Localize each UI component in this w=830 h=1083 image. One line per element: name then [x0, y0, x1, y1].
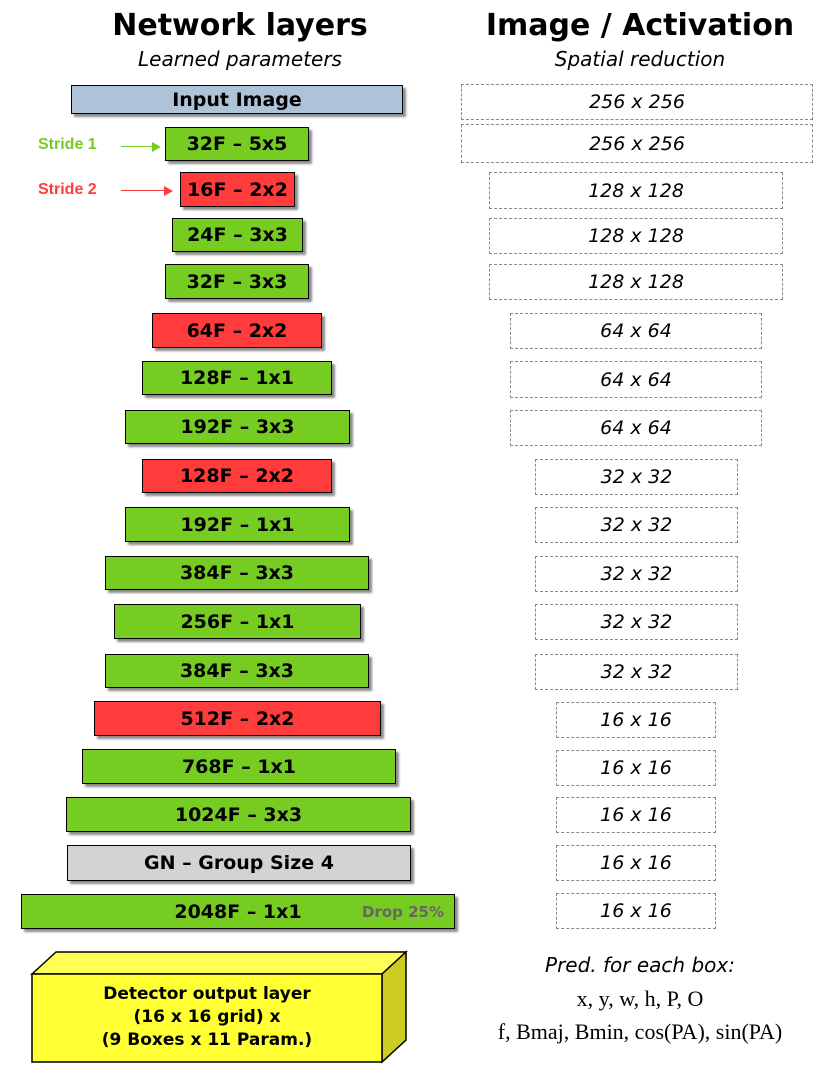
- activation-box: 128 x 128: [489, 218, 783, 254]
- layer-label: 16F – 2x2: [187, 178, 288, 201]
- activation-box: 32 x 32: [535, 556, 738, 592]
- layer-label: 64F – 2x2: [186, 319, 288, 342]
- layer-label: 24F – 3x3: [187, 224, 288, 246]
- detector-box-shape: [30, 950, 408, 1064]
- layer-label: 2048F – 1x1: [174, 900, 302, 923]
- network-layers-title: Network layers: [112, 8, 368, 43]
- activation-subtitle: Spatial reduction: [554, 47, 726, 71]
- layer-label: 512F – 2x2: [180, 707, 295, 730]
- detector-line-1: Detector output layer: [103, 983, 311, 1004]
- activation-box: 128 x 128: [489, 264, 783, 300]
- layer-label: 384F – 3x3: [179, 660, 295, 682]
- layer-conv-12: 384F – 3x3: [105, 654, 369, 688]
- activation-box: 16 x 16: [556, 702, 716, 738]
- activation-box: 64 x 64: [510, 361, 762, 398]
- layer-conv-10: 384F – 3x3: [105, 556, 369, 590]
- activation-box: 32 x 32: [535, 459, 738, 495]
- layer-label: 256F – 1x1: [180, 610, 295, 633]
- layer-conv-13: 512F – 2x2: [94, 701, 381, 736]
- activation-box: 32 x 32: [535, 507, 738, 543]
- layer-conv-8: 128F – 2x2: [142, 459, 332, 493]
- detector-label: Detector output layer (16 x 16 grid) x (…: [32, 974, 382, 1060]
- activation-box: 64 x 64: [510, 313, 762, 349]
- activation-box: 128 x 128: [489, 172, 783, 209]
- activation-box: 64 x 64: [510, 410, 762, 446]
- layer-label: Input Image: [172, 88, 302, 111]
- stride-1-arrow-icon: [121, 142, 161, 152]
- layer-conv-5: 64F – 2x2: [152, 313, 322, 348]
- layer-conv-1: 32F – 5x5: [165, 127, 309, 161]
- activation-box: 256 x 256: [461, 124, 813, 163]
- activation-box: 32 x 32: [535, 654, 738, 690]
- layer-conv-7: 192F – 3x3: [125, 410, 350, 444]
- layer-label: 768F – 1x1: [181, 755, 297, 778]
- activation-box: 256 x 256: [461, 84, 813, 120]
- layer-label: 192F – 1x1: [180, 513, 295, 536]
- stride-2-annotation: Stride 2: [38, 181, 97, 198]
- layer-label: 32F – 3x3: [186, 270, 288, 293]
- layer-label: 128F – 2x2: [179, 465, 295, 487]
- layer-conv-14: 768F – 1x1: [82, 749, 396, 784]
- layer-group-norm: GN – Group Size 4: [67, 845, 411, 881]
- layer-label: 1024F – 3x3: [174, 803, 303, 826]
- layer-input-image: Input Image: [71, 85, 403, 114]
- stride-2-arrow-icon: [121, 186, 173, 196]
- network-layers-subtitle: Learned parameters: [138, 47, 342, 71]
- layer-label: 128F – 1x1: [179, 367, 295, 389]
- stride-1-annotation: Stride 1: [38, 136, 97, 153]
- layer-conv-15: 1024F – 3x3: [66, 797, 411, 832]
- activation-box: 32 x 32: [535, 604, 738, 640]
- layer-conv-3: 24F – 3x3: [172, 218, 303, 252]
- detector-output-box: Detector output layer (16 x 16 grid) x (…: [30, 950, 410, 1070]
- layer-label: 32F – 5x5: [186, 133, 288, 155]
- layer-label: 192F – 3x3: [180, 416, 295, 438]
- layer-conv-6: 128F – 1x1: [142, 361, 332, 395]
- layer-label: GN – Group Size 4: [144, 852, 334, 874]
- layer-conv-2: 16F – 2x2: [180, 172, 295, 207]
- layer-conv-16: 2048F – 1x1 Drop 25%: [21, 894, 455, 929]
- activation-title: Image / Activation: [485, 8, 795, 43]
- prediction-title: Pred. for each box:: [545, 953, 735, 977]
- activation-box: 16 x 16: [556, 750, 716, 786]
- layer-conv-9: 192F – 1x1: [125, 507, 350, 542]
- prediction-params-1: x, y, w, h, P, O: [576, 986, 704, 1011]
- dropout-label: Drop 25%: [361, 902, 444, 921]
- activation-box: 16 x 16: [556, 845, 716, 881]
- detector-line-3: (9 Boxes x 11 Param.): [101, 1029, 313, 1050]
- activation-box: 16 x 16: [556, 893, 716, 929]
- layer-conv-11: 256F – 1x1: [114, 604, 361, 639]
- prediction-params-2: f, Bmaj, Bmin, cos(PA), sin(PA): [497, 1019, 783, 1044]
- activation-box: 16 x 16: [556, 797, 716, 833]
- layer-conv-4: 32F – 3x3: [165, 264, 309, 299]
- layer-label: 384F – 3x3: [179, 562, 295, 584]
- detector-line-2: (16 x 16 grid) x: [133, 1006, 281, 1027]
